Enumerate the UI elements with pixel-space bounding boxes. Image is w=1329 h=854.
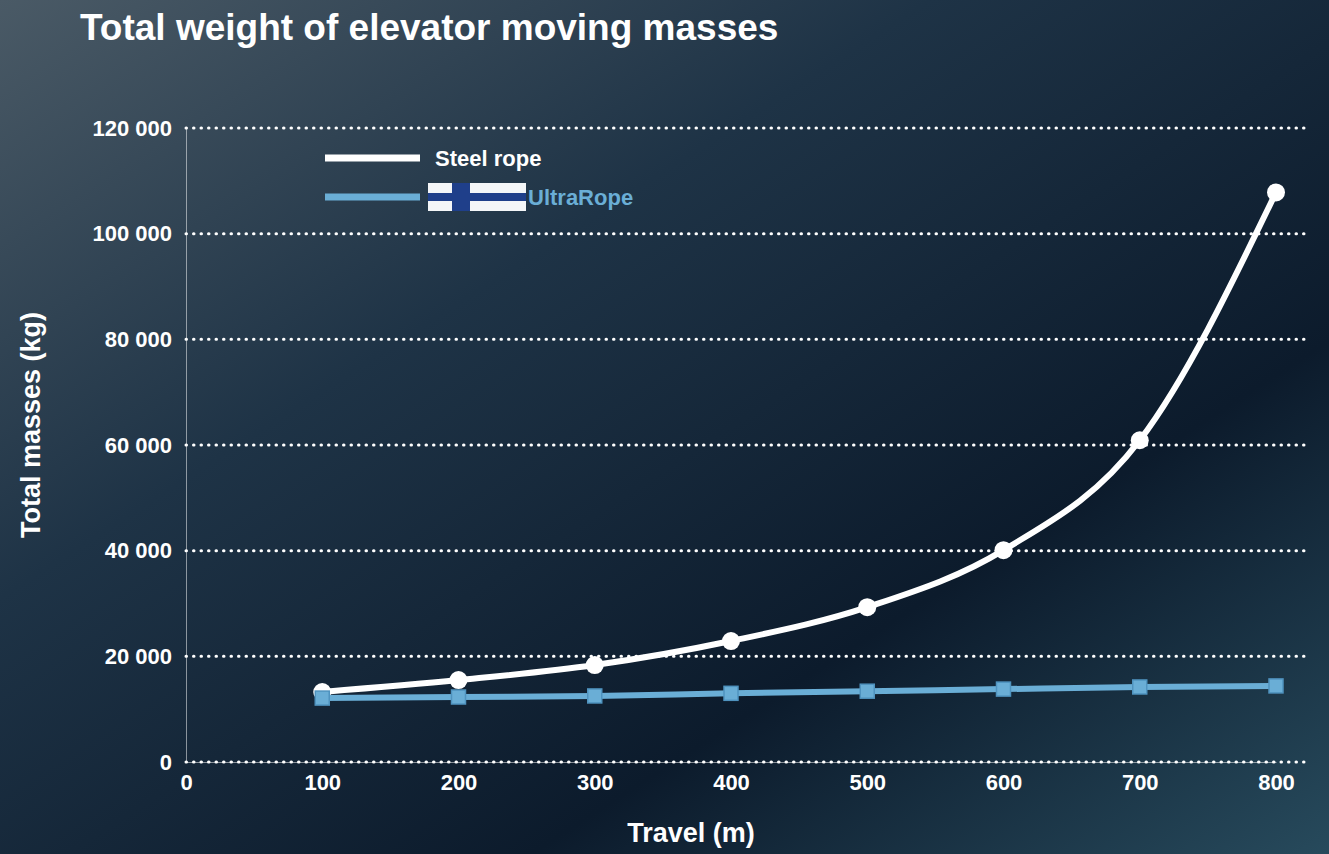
y-tick: 20 000 [105,644,186,669]
y-tick-label: 0 [160,750,172,775]
legend-label: UltraRope [528,185,633,210]
legend: Steel rope UltraRope [325,146,633,211]
x-tick-label: 0 [180,770,192,795]
legend-swatch [325,194,420,201]
point [995,541,1013,559]
y-tick: 60 000 [105,433,186,458]
point [1133,680,1147,694]
y-tick-label: 120 000 [92,116,172,141]
x-tick: 800 [1258,762,1295,795]
y-tick: 80 000 [105,327,186,352]
point [860,684,874,698]
grid [186,128,1306,762]
flag-cross [428,193,526,201]
x-tick: 200 [441,762,478,795]
y-tick-label: 100 000 [92,221,172,246]
series-line [322,192,1276,692]
y-tick: 120 000 [92,116,186,141]
x-tick: 700 [1122,762,1159,795]
legend-label: Steel rope [435,146,541,171]
flag-icon [428,183,526,211]
x-tick-label: 700 [1122,770,1159,795]
grid-line [186,338,1306,341]
background [0,0,1329,854]
x-tick-label: 200 [441,770,478,795]
x-tick: 300 [577,762,614,795]
flag-field [428,183,526,211]
y-tick: 100 000 [92,221,186,246]
x-axis-title: Travel (m) [627,818,755,848]
point [1267,183,1285,201]
grid-line [186,549,1306,552]
y-tick-label: 60 000 [105,433,172,458]
point [724,686,738,700]
point [315,691,329,705]
x-tick-label: 800 [1258,770,1295,795]
x-tick-label: 600 [986,770,1023,795]
x-axis: 0 100 200 300 400 500 600 700 800 [180,762,1294,795]
x-axis-line [187,762,1277,763]
legend-item: UltraRope [325,183,633,211]
point [588,689,602,703]
point [1131,431,1149,449]
y-tick-label: 80 000 [105,327,172,352]
point [1269,679,1283,693]
legend-swatch [325,155,420,162]
grid-line [186,761,1306,764]
grid-line [186,127,1306,130]
point [450,671,468,689]
y-axis-line [186,129,187,763]
x-tick: 600 [986,762,1023,795]
x-tick-label: 400 [713,770,750,795]
plot: 020 00040 00060 00080 000100 000120 0000… [92,116,1306,795]
x-tick: 100 [304,762,341,795]
y-axis: 0 20 000 40 000 60 000 80 000 100 000 120 000 [92,116,186,775]
grid-line [186,655,1306,658]
y-tick-label: 20 000 [105,644,172,669]
title: Total weight of elevator moving masses [80,7,778,48]
x-tick: 0 [180,762,192,795]
point [858,598,876,616]
marks [313,183,1285,705]
y-tick-label: 40 000 [105,538,172,563]
x-tick-label: 100 [304,770,341,795]
point [586,656,604,674]
x-tick-label: 300 [577,770,614,795]
grid-line [186,232,1306,235]
point [997,682,1011,696]
x-tick-label: 500 [849,770,886,795]
legend-item: Steel rope [325,146,541,171]
y-tick: 40 000 [105,538,186,563]
chart: 020 00040 00060 00080 000100 000120 0000… [0,0,1329,854]
point [722,632,740,650]
y-axis-title: Total masses (kg) [16,312,46,538]
x-tick: 400 [713,762,750,795]
x-tick: 500 [849,762,886,795]
point [452,690,466,704]
